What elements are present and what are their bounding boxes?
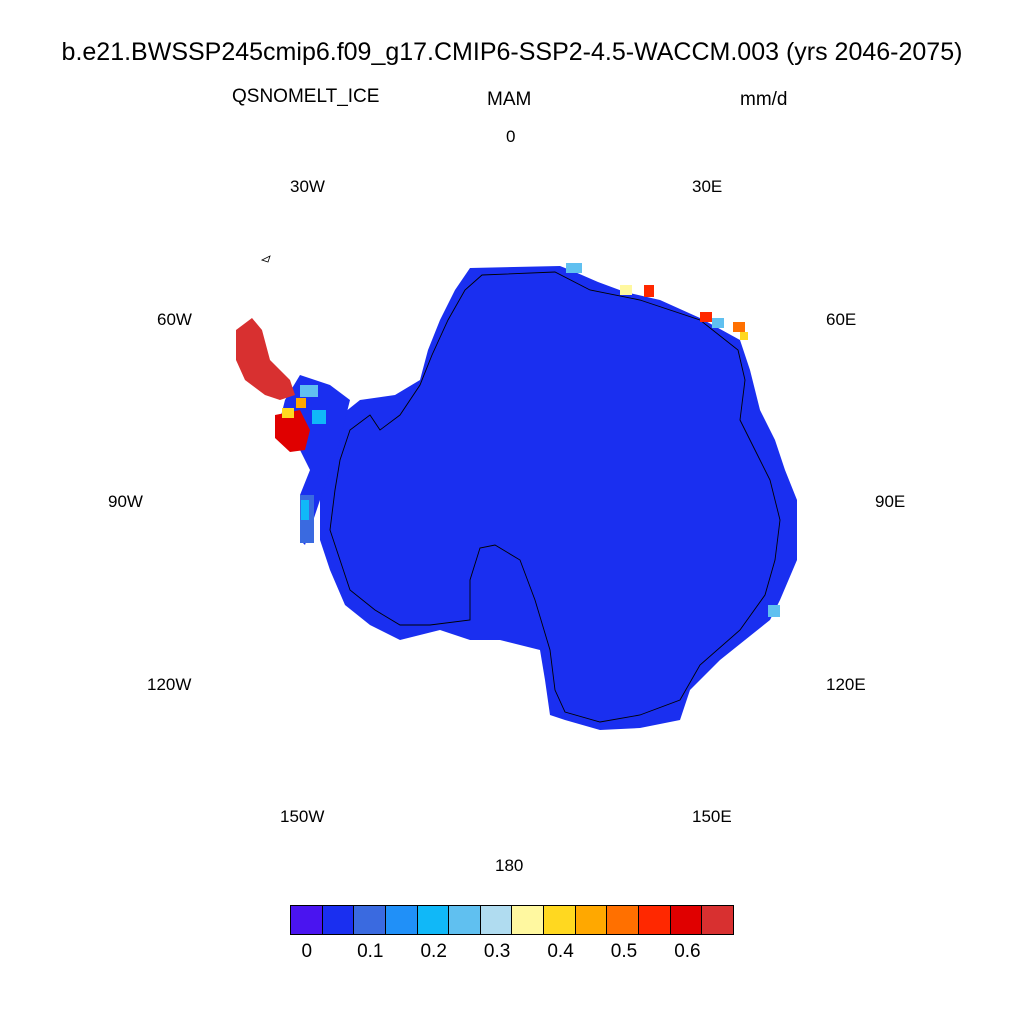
colorbar xyxy=(290,905,734,935)
colorbar-tick-label: 0 xyxy=(301,941,313,962)
peninsula-melt-cyan xyxy=(312,410,326,424)
colorbar-tick-label: 0.4 xyxy=(547,941,574,962)
lon-label-150e: 150E xyxy=(692,807,732,826)
units-label: mm/d xyxy=(740,89,788,110)
lon-label-60e: 60E xyxy=(826,310,857,329)
lon-label-90w: 90W xyxy=(108,492,143,511)
colorbar-cell xyxy=(575,906,608,934)
colorbar-tick-label: 0.6 xyxy=(674,941,701,962)
colorbar-tick-label: 0.1 xyxy=(357,941,384,962)
antarctica-ice-sheet xyxy=(320,266,797,730)
colorbar-cell xyxy=(449,906,481,934)
peninsula-melt-high xyxy=(236,318,295,400)
coastal-melt-patch-6 xyxy=(733,322,745,332)
coastal-melt-patch-7 xyxy=(740,332,748,340)
lon-label-180: 180 xyxy=(495,856,524,875)
peninsula-melt-yellow xyxy=(282,408,294,418)
colorbar-tick-label: 0.3 xyxy=(483,941,511,962)
lon-label-60w: 60W xyxy=(157,310,192,329)
colorbar-cell xyxy=(639,906,671,934)
coastal-melt-patch-1 xyxy=(566,263,582,273)
lon-label-120w: 120W xyxy=(147,675,192,694)
coastline xyxy=(329,271,781,723)
colorbar-cell xyxy=(385,906,418,934)
variable-name: QSNOMELT_ICE xyxy=(232,86,380,107)
colorbar-cell xyxy=(670,906,703,934)
colorbar-cell xyxy=(544,906,576,934)
colorbar-cell xyxy=(702,906,733,934)
coastal-melt-patch-5 xyxy=(712,318,724,328)
colorbar-cell xyxy=(322,906,355,934)
coastal-melt-patch-4 xyxy=(700,312,712,322)
lon-label-90e: 90E xyxy=(875,492,906,511)
colorbar-cell xyxy=(354,906,386,934)
colorbar-cell xyxy=(607,906,640,934)
peninsula-melt-mid xyxy=(275,410,310,452)
peninsula-melt-orange xyxy=(296,398,306,408)
small-island xyxy=(260,255,271,263)
coastal-melt-patch-8 xyxy=(768,605,780,617)
lon-label-150w: 150W xyxy=(280,807,325,826)
plot-title: b.e21.BWSSP245cmip6.f09_g17.CMIP6-SSP2-4… xyxy=(61,38,963,66)
colorbar-cell xyxy=(417,906,450,934)
colorbar-cell xyxy=(512,906,545,934)
peninsula-melt-skyblue xyxy=(301,500,309,520)
coastal-melt-patch-2 xyxy=(620,285,632,295)
coastal-melt-patch-3 xyxy=(644,285,654,297)
lon-label-30e: 30E xyxy=(692,177,723,196)
peninsula-melt-lightblue xyxy=(300,385,318,397)
colorbar-tick-label: 0.2 xyxy=(420,941,447,962)
season-label: MAM xyxy=(487,89,532,110)
lon-label-120e: 120E xyxy=(826,675,866,694)
lon-label-30w: 30W xyxy=(290,177,325,196)
colorbar-tick-label: 0.5 xyxy=(610,941,638,962)
lon-label-0: 0 xyxy=(506,127,516,146)
colorbar-cell xyxy=(480,906,513,934)
colorbar-cell xyxy=(291,906,323,934)
